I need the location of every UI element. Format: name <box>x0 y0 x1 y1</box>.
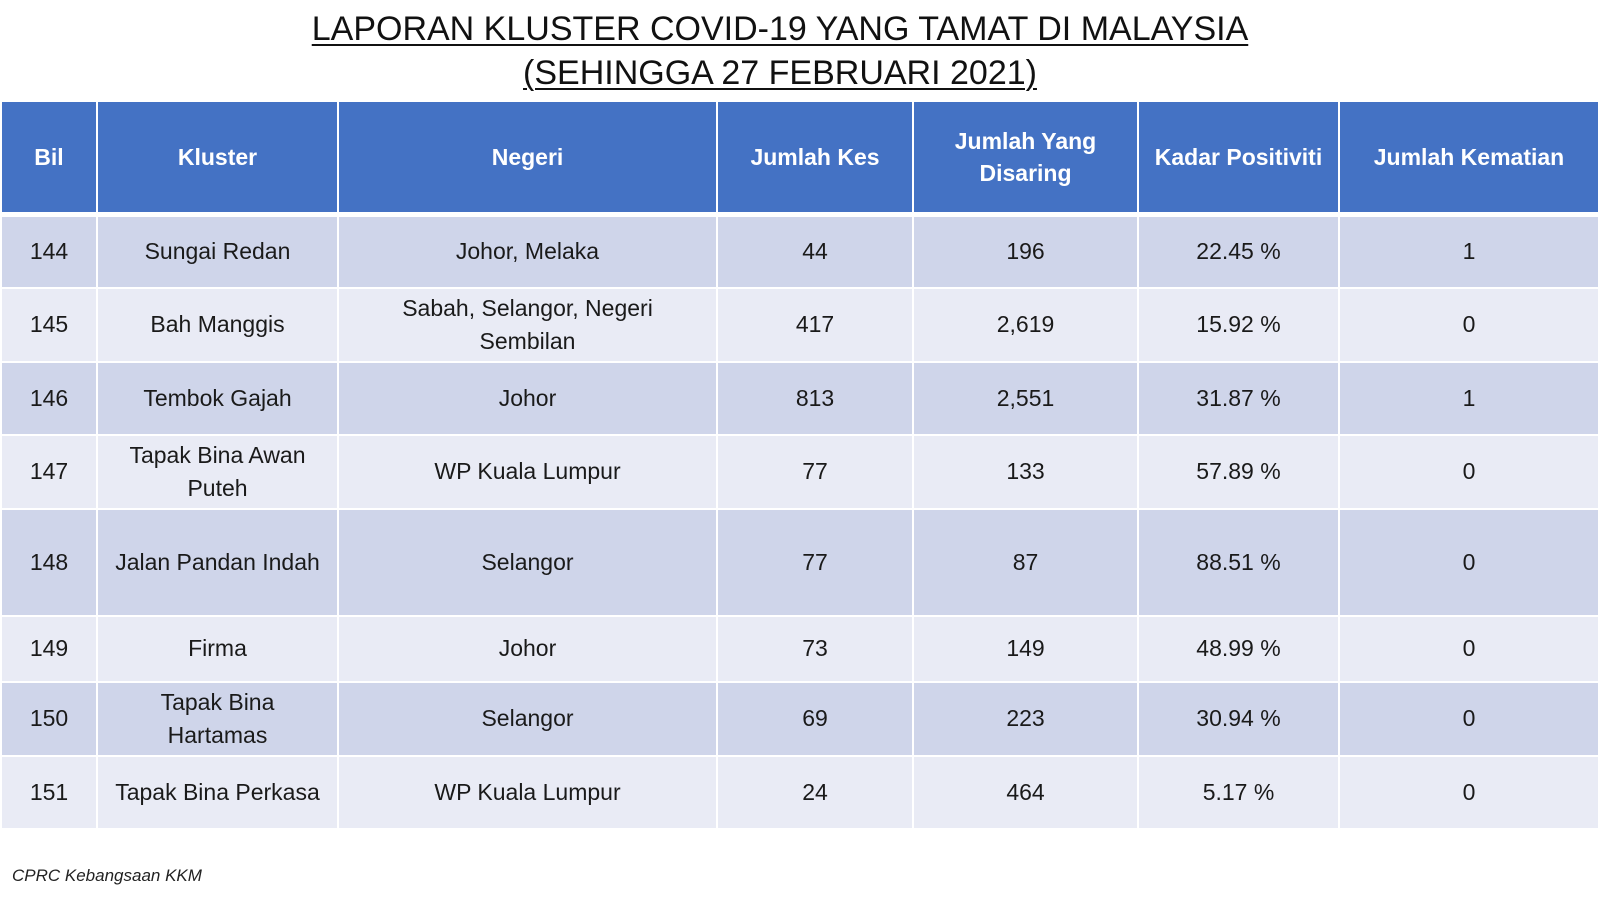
cell-bil: 147 <box>0 433 98 510</box>
cell-jumlah-kematian: 1 <box>1338 213 1600 289</box>
table-header-row: Bil Kluster Negeri Jumlah Kes Jumlah Yan… <box>0 100 1600 217</box>
cell-negeri: Selangor <box>337 680 718 757</box>
cell-bil: 148 <box>0 507 98 617</box>
cell-kadar-positiviti: 30.94 % <box>1137 680 1340 757</box>
cell-bil: 150 <box>0 680 98 757</box>
cell-kluster: Tapak Bina Awan Puteh <box>96 433 339 510</box>
header-kluster: Kluster <box>96 100 339 217</box>
header-jumlah-kes: Jumlah Kes <box>716 100 914 217</box>
cell-kluster: Tapak Bina Perkasa <box>96 754 339 830</box>
cell-jumlah-kes: 24 <box>716 754 914 830</box>
cell-kadar-positiviti: 22.45 % <box>1137 213 1340 289</box>
header-negeri: Negeri <box>337 100 718 217</box>
cell-kadar-positiviti: 15.92 % <box>1137 286 1340 363</box>
cell-kluster: Sungai Redan <box>96 213 339 289</box>
cell-jumlah-kematian: 0 <box>1338 507 1600 617</box>
cell-kluster: Tapak Bina Hartamas <box>96 680 339 757</box>
cell-kadar-positiviti: 48.99 % <box>1137 614 1340 683</box>
cell-negeri: Johor <box>337 614 718 683</box>
cell-jumlah-kematian: 0 <box>1338 680 1600 757</box>
cell-kluster: Jalan Pandan Indah <box>96 507 339 617</box>
cell-jumlah-disaring: 2,551 <box>912 360 1139 436</box>
cell-kadar-positiviti: 31.87 % <box>1137 360 1340 436</box>
report-title: LAPORAN KLUSTER COVID-19 YANG TAMAT DI M… <box>311 10 1249 48</box>
cell-jumlah-kematian: 0 <box>1338 614 1600 683</box>
cell-kadar-positiviti: 5.17 % <box>1137 754 1340 830</box>
table-row: 149 Firma Johor 73 149 48.99 % 0 <box>0 614 1600 683</box>
source-footnote: CPRC Kebangsaan KKM <box>12 866 202 885</box>
cell-jumlah-disaring: 149 <box>912 614 1139 683</box>
cell-kluster: Firma <box>96 614 339 683</box>
cell-jumlah-kematian: 1 <box>1338 360 1600 436</box>
header-jumlah-kematian: Jumlah Kematian <box>1338 100 1600 217</box>
header-bil: Bil <box>0 100 98 217</box>
cell-bil: 145 <box>0 286 98 363</box>
cell-negeri: Selangor <box>337 507 718 617</box>
table-row: 148 Jalan Pandan Indah Selangor 77 87 88… <box>0 507 1600 617</box>
cell-bil: 144 <box>0 213 98 289</box>
cell-jumlah-disaring: 2,619 <box>912 286 1139 363</box>
report-date-subtitle: (SEHINGGA 27 FEBRUARI 2021) <box>523 54 1037 92</box>
cell-jumlah-kematian: 0 <box>1338 754 1600 830</box>
table-row: 151 Tapak Bina Perkasa WP Kuala Lumpur 2… <box>0 754 1600 830</box>
cell-negeri: Johor <box>337 360 718 436</box>
cell-negeri: Johor, Melaka <box>337 213 718 289</box>
cell-jumlah-disaring: 87 <box>912 507 1139 617</box>
cell-jumlah-kes: 77 <box>716 433 914 510</box>
cell-jumlah-kematian: 0 <box>1338 286 1600 363</box>
cell-kadar-positiviti: 57.89 % <box>1137 433 1340 510</box>
header-kadar-positiviti: Kadar Positiviti <box>1137 100 1340 217</box>
cell-kluster: Tembok Gajah <box>96 360 339 436</box>
cluster-table: Bil Kluster Negeri Jumlah Kes Jumlah Yan… <box>0 100 1600 830</box>
header-jumlah-disaring: Jumlah Yang Disaring <box>912 100 1139 217</box>
cell-jumlah-kes: 44 <box>716 213 914 289</box>
table-row: 146 Tembok Gajah Johor 813 2,551 31.87 %… <box>0 360 1600 436</box>
cell-bil: 146 <box>0 360 98 436</box>
cell-jumlah-disaring: 133 <box>912 433 1139 510</box>
cell-jumlah-kematian: 0 <box>1338 433 1600 510</box>
cell-jumlah-kes: 813 <box>716 360 914 436</box>
cell-jumlah-kes: 69 <box>716 680 914 757</box>
cell-jumlah-kes: 417 <box>716 286 914 363</box>
cell-kluster: Bah Manggis <box>96 286 339 363</box>
cell-jumlah-disaring: 223 <box>912 680 1139 757</box>
cell-negeri: WP Kuala Lumpur <box>337 754 718 830</box>
table-row: 150 Tapak Bina Hartamas Selangor 69 223 … <box>0 680 1600 757</box>
cell-negeri: WP Kuala Lumpur <box>337 433 718 510</box>
cell-jumlah-kes: 73 <box>716 614 914 683</box>
table-row: 144 Sungai Redan Johor, Melaka 44 196 22… <box>0 213 1600 289</box>
cell-jumlah-disaring: 196 <box>912 213 1139 289</box>
cell-kadar-positiviti: 88.51 % <box>1137 507 1340 617</box>
cell-bil: 149 <box>0 614 98 683</box>
cell-jumlah-kes: 77 <box>716 507 914 617</box>
cell-negeri: Sabah, Selangor, Negeri Sembilan <box>337 286 718 363</box>
cell-bil: 151 <box>0 754 98 830</box>
table-row: 145 Bah Manggis Sabah, Selangor, Negeri … <box>0 286 1600 363</box>
cell-jumlah-disaring: 464 <box>912 754 1139 830</box>
table-row: 147 Tapak Bina Awan Puteh WP Kuala Lumpu… <box>0 433 1600 510</box>
